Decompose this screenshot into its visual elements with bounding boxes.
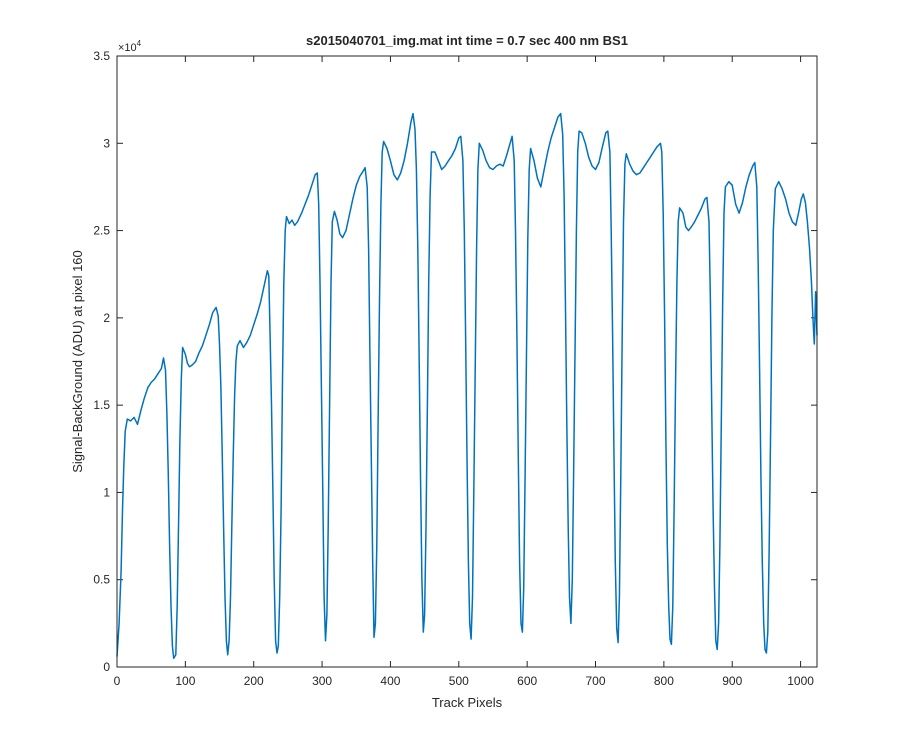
y-tick-label: 3 — [103, 136, 110, 150]
x-tick-label: 800 — [654, 674, 674, 688]
x-tick-label: 400 — [380, 674, 400, 688]
x-tick-label: 0 — [114, 674, 121, 688]
y-axis-label: Signal-BackGround (ADU) at pixel 160 — [70, 250, 85, 473]
x-tick-label: 700 — [586, 674, 606, 688]
x-tick-label: 100 — [175, 674, 195, 688]
y-tick-label: 1.5 — [93, 398, 110, 412]
x-tick-label: 200 — [244, 674, 264, 688]
plot-area — [117, 56, 817, 667]
y-tick-label: 0 — [103, 660, 110, 674]
y-axis-exponent-power: 4 — [137, 39, 142, 48]
x-axis-label: Track Pixels — [432, 695, 503, 710]
x-tick-label: 600 — [517, 674, 537, 688]
series-line — [116, 112, 818, 660]
y-tick-label: 1 — [103, 485, 110, 499]
y-axis-exponent-base: ×10 — [118, 42, 137, 54]
x-tick-label: 500 — [449, 674, 469, 688]
plot-frame — [116, 55, 818, 668]
y-tick-label: 0.5 — [93, 573, 110, 587]
x-tick-label: 1000 — [787, 674, 814, 688]
x-tick-label: 900 — [722, 674, 742, 688]
x-axis-ticks: 0 100 200 300 400 500 600 700 800 900 1000 — [114, 56, 814, 688]
chart-title: s2015040701_img.mat int time = 0.7 sec 4… — [306, 33, 628, 48]
y-tick-label: 2 — [103, 311, 110, 325]
y-tick-label: 2.5 — [93, 224, 110, 238]
y-tick-label: 3.5 — [93, 49, 110, 63]
y-axis-exponent: ×104 — [118, 39, 142, 54]
x-tick-label: 300 — [312, 674, 332, 688]
